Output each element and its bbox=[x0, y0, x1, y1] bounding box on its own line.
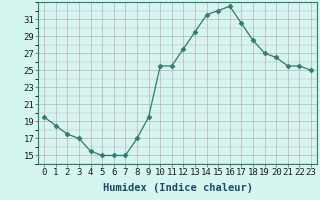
X-axis label: Humidex (Indice chaleur): Humidex (Indice chaleur) bbox=[103, 183, 252, 193]
